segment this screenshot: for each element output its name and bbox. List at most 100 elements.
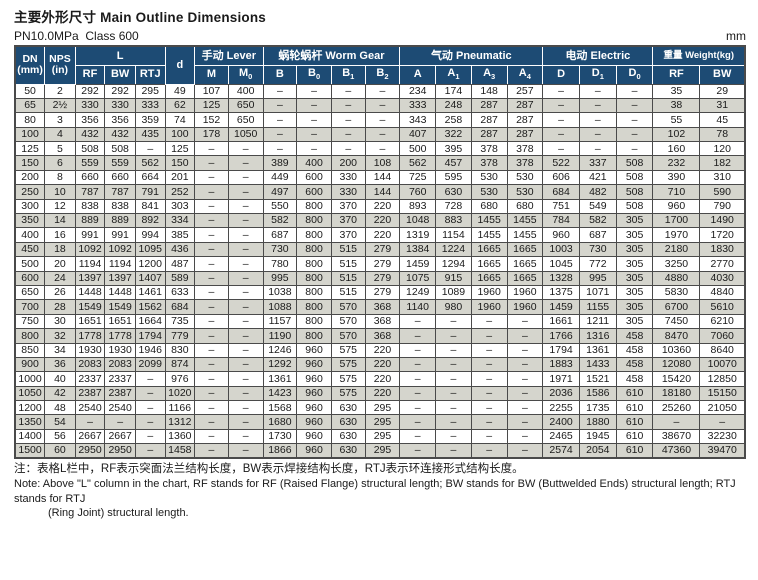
table-cell: 1246 <box>262 342 298 358</box>
table-row-dn-900: 900 36 2083 2083 2099 874– –1292 960 575 220– – – –1… <box>14 356 746 373</box>
table-cell: 38670 <box>652 428 701 445</box>
table-cell: – <box>542 126 580 143</box>
table-cell: 800 <box>296 198 332 215</box>
table-cell: 20 <box>44 256 76 272</box>
column-header-rf: RF <box>652 64 701 85</box>
cell-dn: 1000 <box>14 371 46 387</box>
table-cell: 421 <box>578 169 617 186</box>
table-cell: 784 <box>542 213 580 229</box>
table-cell: 15420 <box>652 371 701 387</box>
note-english-line2: (Ring Joint) structural length. <box>48 507 189 520</box>
table-cell: 295 <box>134 83 166 99</box>
table-cell: 610 <box>615 414 654 430</box>
table-cell: 1665 <box>506 241 544 258</box>
table-cell: – <box>194 241 229 258</box>
table-cell: – <box>506 385 544 402</box>
table-row-dn-1350: 1350 54– – –1312– –1680 960 630 295– – – –2400 1880… <box>14 414 746 430</box>
table-cell: – <box>227 241 264 258</box>
table-cell: 2036 <box>542 385 580 402</box>
table-cell: 1194 <box>74 256 106 272</box>
table-cell: 2465 <box>542 428 580 445</box>
table-cell: – <box>194 155 229 171</box>
table-cell: 42 <box>44 385 76 402</box>
table-row-dn-80: 80 3 356 356 359 74 152 650– – – –343 258 287 287– – –5… <box>14 112 746 128</box>
table-cell: 292 <box>104 83 136 99</box>
table-cell: 395 <box>435 141 472 157</box>
table-cell: – <box>615 97 654 114</box>
table-cell: 368 <box>364 299 401 315</box>
cell-dn: 700 <box>14 299 46 315</box>
unit-label: mm <box>726 29 746 43</box>
table-cell: – <box>296 83 332 99</box>
table-cell: 995 <box>578 270 617 286</box>
table-cell: 500 <box>399 141 437 157</box>
table-cell: 248 <box>435 97 472 114</box>
table-cell: 2337 <box>104 371 136 387</box>
table-cell: 305 <box>615 227 654 243</box>
table-row-dn-1000: 1000 40 2337 2337–976– –1361 960 575 220– – – –197… <box>14 371 746 387</box>
table-cell: – <box>194 443 229 459</box>
table-cell: – <box>134 371 166 387</box>
table-cell: 8640 <box>699 342 746 358</box>
column-group-worm-gear: 蜗轮蜗杆 Worm Gear <box>262 45 401 66</box>
table-cell: – <box>227 227 264 243</box>
table-cell: – <box>194 428 229 445</box>
table-row-dn-1050: 1050 42 2387 2387–1020– –1423 960 575 220– – – –20… <box>14 385 746 402</box>
table-cell: 160 <box>652 141 701 157</box>
table-cell: 39470 <box>699 443 746 459</box>
column-header-a1: A1 <box>435 64 472 85</box>
table-cell: 787 <box>104 184 136 200</box>
table-cell: 8 <box>44 169 76 186</box>
cell-dn: 1400 <box>14 428 46 445</box>
table-cell: 30 <box>44 313 76 330</box>
table-cell: 559 <box>104 155 136 171</box>
table-cell: 1224 <box>435 241 472 258</box>
table-cell: 108 <box>364 155 401 171</box>
table-cell: – <box>578 83 617 99</box>
table-cell: 333 <box>134 97 166 114</box>
column-group-lever: 手动 Lever <box>194 45 264 66</box>
table-cell: – <box>470 414 508 430</box>
table-cell: 62 <box>164 97 196 114</box>
table-cell: 780 <box>262 256 298 272</box>
table-cell: 334 <box>164 213 196 229</box>
table-cell: 1883 <box>542 356 580 373</box>
table-cell: – <box>134 400 166 416</box>
table-row-dn-350: 350 14 889 889 892 334– –582 800 370 220 1048 883 14… <box>14 213 746 229</box>
table-cell: 664 <box>134 169 166 186</box>
table-cell: 874 <box>164 356 196 373</box>
table-cell: 2950 <box>104 443 136 459</box>
table-cell: 600 <box>296 184 332 200</box>
table-cell: 4 <box>44 126 76 143</box>
column-group-electric: 电动 Electric <box>542 45 654 66</box>
table-cell: 252 <box>164 184 196 200</box>
table-cell: – <box>194 328 229 344</box>
table-cell: 800 <box>296 299 332 315</box>
table-cell: 1665 <box>470 241 508 258</box>
table-row-dn-250: 250 10 787 787 791 252– –497 600 330 144 760 630 530… <box>14 184 746 200</box>
table-cell: 29 <box>699 83 746 99</box>
cell-dn: 600 <box>14 270 46 286</box>
table-cell: 630 <box>435 184 472 200</box>
table-cell: – <box>194 371 229 387</box>
table-cell: – <box>506 328 544 344</box>
table-cell: 680 <box>506 198 544 215</box>
table-cell: 378 <box>506 141 544 157</box>
table-cell: 1455 <box>470 227 508 243</box>
table-cell: 125 <box>194 97 229 114</box>
table-cell: 310 <box>699 169 746 186</box>
table-cell: 1038 <box>262 284 298 301</box>
table-cell: – <box>194 400 229 416</box>
cell-dn: 400 <box>14 227 46 243</box>
table-cell: 730 <box>578 241 617 258</box>
table-cell: 279 <box>364 241 401 258</box>
table-cell: 1720 <box>699 227 746 243</box>
table-cell: 378 <box>470 141 508 157</box>
table-cell: 120 <box>699 141 746 157</box>
table-cell: 305 <box>615 241 654 258</box>
table-cell: 174 <box>435 83 472 99</box>
table-cell: 575 <box>330 342 366 358</box>
table-cell: 2387 <box>74 385 106 402</box>
table-cell: 508 <box>615 198 654 215</box>
table-cell: 787 <box>74 184 106 200</box>
